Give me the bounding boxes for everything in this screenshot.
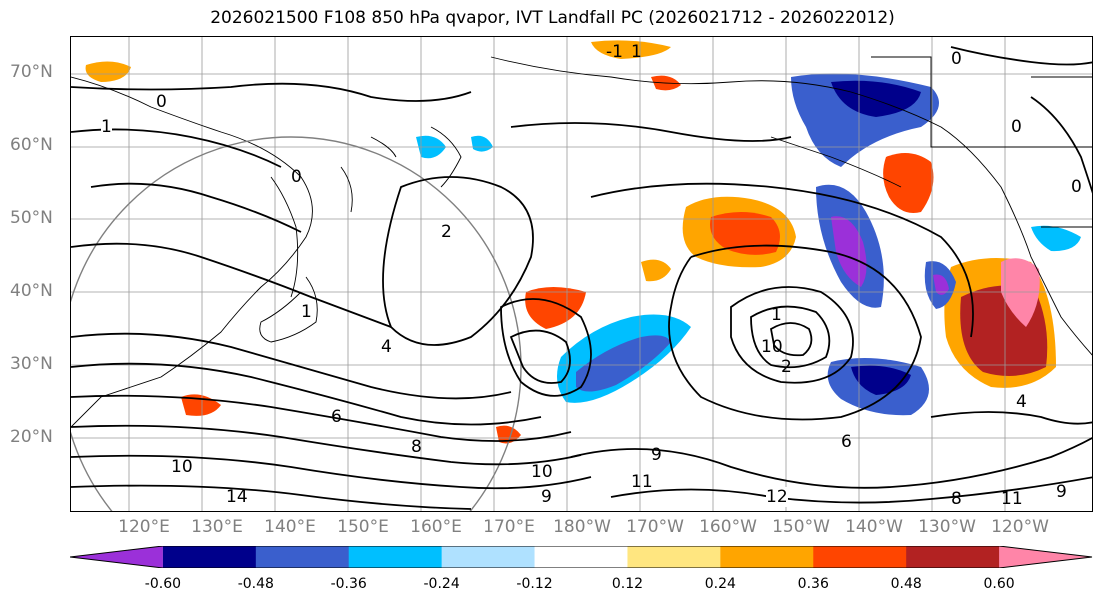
map-title: 2026021500 F108 850 hPa qvapor, IVT Land…: [210, 8, 895, 28]
contour-label: 4: [381, 337, 392, 357]
reference-circle: [71, 136, 522, 511]
contour-label: 0: [951, 49, 962, 69]
contour-label: 8: [411, 437, 422, 457]
contour-label: 1: [631, 42, 642, 62]
colorbar-segment: [906, 546, 1000, 568]
contour-label: 2: [781, 357, 792, 377]
lat-label-50n: 50°N: [10, 208, 53, 228]
shading-layer: [85, 40, 1081, 444]
colorbar-tick-label: 0.24: [704, 576, 736, 592]
contour-label: 0: [291, 167, 302, 187]
contour-label: -1: [606, 42, 623, 62]
lat-label-20n: 20°N: [10, 427, 53, 447]
lon-label: 170°W: [626, 517, 684, 537]
contour-label: 8: [951, 489, 962, 509]
colorbar-tick-label: -0.36: [330, 576, 367, 592]
shade-red-small: [496, 425, 521, 444]
shade-pink-coast: [1001, 258, 1040, 327]
lon-label: 160°W: [699, 517, 757, 537]
colorbar-segment: [348, 546, 443, 568]
shade-orange-mid: [641, 259, 671, 282]
colorbar-tick-label: 0.48: [890, 576, 922, 592]
contour-label: 0: [1071, 177, 1082, 197]
coastlines: [71, 56, 1092, 428]
colorbar-tick-label: 0.12: [611, 576, 644, 592]
contour-label: 1: [101, 117, 112, 137]
lon-label: 180°W: [553, 517, 611, 537]
colorbar-tick-label: -0.60: [144, 576, 182, 592]
colorbar-segment: [627, 546, 721, 568]
lon-label: 120°E: [118, 517, 170, 537]
contours: [71, 46, 1092, 510]
contour-label: 14: [226, 487, 248, 507]
colorbar-segment: [255, 546, 350, 568]
contour-label: 9: [651, 445, 662, 465]
contour-label: 6: [841, 432, 852, 452]
colorbar-segment: [720, 546, 814, 568]
colorbar-tick-label: -0.24: [423, 576, 460, 592]
shade-purple-ne: [831, 216, 867, 287]
colorbar-segment: [441, 546, 536, 568]
contour-label: 2: [441, 222, 452, 242]
contour-label: 10: [531, 462, 553, 482]
colorbar-segment: [162, 546, 257, 568]
lon-label: 130°E: [191, 517, 243, 537]
lat-label-40n: 40°N: [10, 281, 53, 301]
contour-label: 9: [541, 487, 552, 507]
colorbar-tick-label: -0.12: [516, 576, 553, 592]
shade-orange-dateline: [525, 287, 586, 329]
contour-label: 6: [331, 407, 342, 427]
shade-red-east: [710, 212, 780, 255]
lat-label-60n: 60°N: [10, 135, 53, 155]
contour-label: 11: [631, 472, 653, 492]
contour-label: 11: [1001, 489, 1023, 509]
contour-label: 9: [1056, 482, 1067, 502]
contour-label: 10: [171, 457, 193, 477]
contour-label: 0: [156, 92, 167, 112]
contour-label: 0: [1011, 117, 1022, 137]
map-canvas: [71, 37, 1092, 511]
colorbar-outline: [70, 546, 1093, 568]
lat-label-70n: 70°N: [10, 62, 53, 82]
contour-labels: 1 0 1 0 2 1 0 1 4 6 8 10 11 12 14 10 11 …: [71, 37, 1092, 511]
shade-darkblue-central: [576, 335, 671, 392]
lon-label: 140°W: [845, 517, 903, 537]
colorbar-segment: [534, 546, 628, 568]
shade-blue-aleut: [1031, 225, 1081, 252]
contour-label: 1: [771, 305, 782, 325]
lon-label: 170°E: [483, 517, 535, 537]
lon-label: 160°E: [410, 517, 462, 537]
shade-orange-alaska: [883, 153, 934, 213]
contour-label: 10: [761, 337, 783, 357]
map-panel: 1 0 1 0 2 1 0 1 4 6 8 10 11 12 14 10 11 …: [70, 36, 1093, 512]
graticule: [71, 37, 1092, 511]
contour-label: 1: [301, 302, 312, 322]
lon-label: 150°W: [772, 517, 830, 537]
colorbar-tick-label: 0.60: [983, 576, 1015, 592]
shade-orange-north: [591, 40, 671, 59]
lon-label: 130°W: [918, 517, 976, 537]
colorbar-segment: [70, 546, 163, 568]
shade-orange-nw: [85, 61, 131, 82]
lon-label: 150°E: [337, 517, 389, 537]
colorbar-segment: [999, 546, 1092, 568]
shade-blue-kam: [471, 135, 493, 152]
colorbar-tick-label: -0.48: [237, 576, 274, 592]
colorbar-segment: [813, 546, 907, 568]
colorbar-tick-label: 0.36: [797, 576, 829, 592]
lon-label: 120°W: [991, 517, 1049, 537]
contour-label: 4: [1016, 392, 1027, 412]
shade-purple-ak2: [933, 274, 949, 295]
colorbar: [70, 546, 1093, 568]
contour-label: 12: [766, 487, 788, 507]
lon-label: 140°E: [264, 517, 316, 537]
lat-label-30n: 30°N: [10, 354, 53, 374]
